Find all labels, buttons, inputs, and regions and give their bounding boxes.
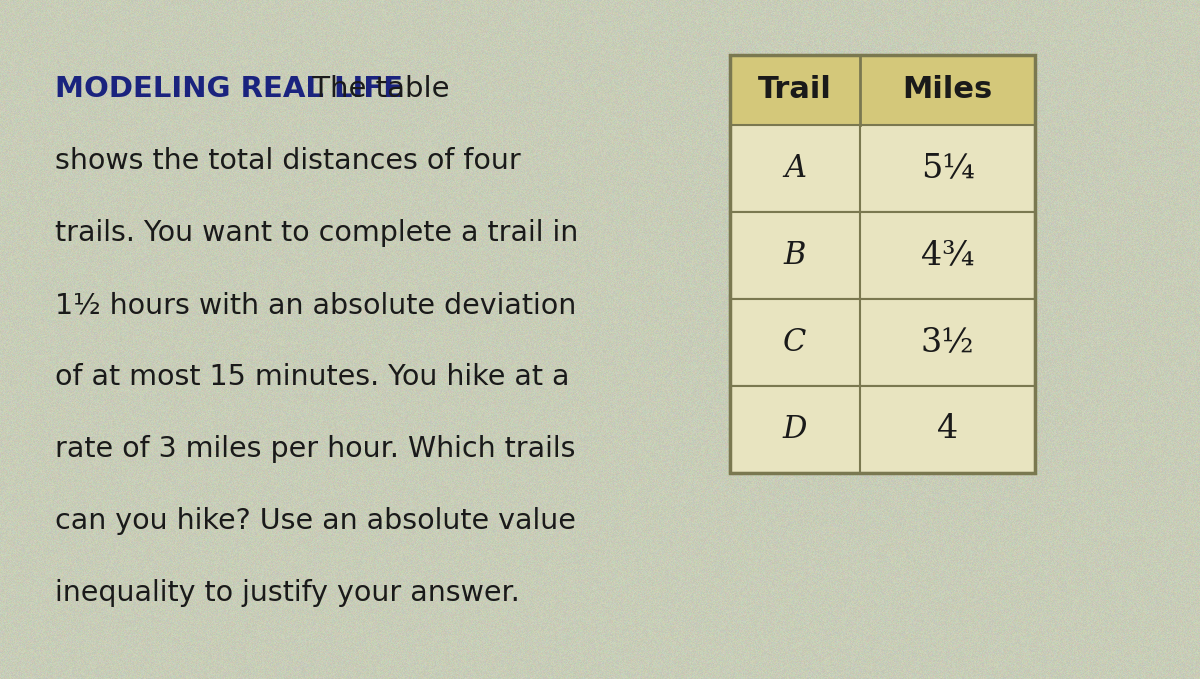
Text: rate of 3 miles per hour. Which trails: rate of 3 miles per hour. Which trails [55,435,576,463]
Text: MODELING REAL LIFE: MODELING REAL LIFE [55,75,403,103]
Text: Miles: Miles [902,75,992,105]
Text: The table: The table [302,75,450,103]
Text: Trail: Trail [758,75,832,105]
Text: B: B [784,240,806,271]
Bar [730,299,1034,386]
Text: D: D [782,414,808,445]
Text: 4: 4 [937,414,958,445]
Text: 3½: 3½ [920,327,974,359]
Bar [730,386,1034,473]
Text: 1½ hours with an absolute deviation: 1½ hours with an absolute deviation [55,291,576,319]
Text: A: A [784,153,806,184]
Text: trails. You want to complete a trail in: trails. You want to complete a trail in [55,219,578,247]
Bar [730,55,1034,125]
Bar [730,55,1034,473]
Text: can you hike? Use an absolute value: can you hike? Use an absolute value [55,507,576,535]
Text: shows the total distances of four: shows the total distances of four [55,147,521,175]
Bar [730,125,1034,212]
Text: 5¼: 5¼ [920,153,974,185]
Text: 4¾: 4¾ [920,240,974,272]
Text: C: C [784,327,806,358]
Text: inequality to justify your answer.: inequality to justify your answer. [55,579,520,607]
Text: of at most 15 minutes. You hike at a: of at most 15 minutes. You hike at a [55,363,570,391]
Bar [730,212,1034,299]
